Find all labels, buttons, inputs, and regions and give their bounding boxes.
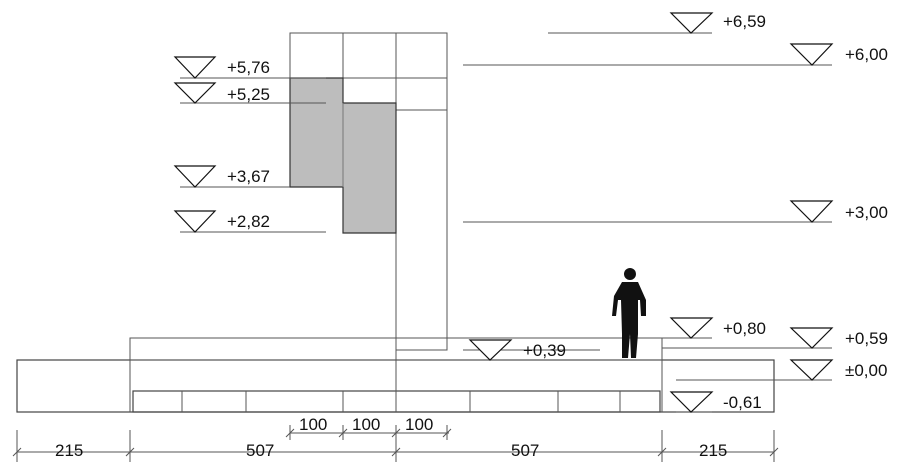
level-marker-000: ±0,00 bbox=[789, 359, 887, 381]
dimension-label: 507 bbox=[511, 441, 539, 460]
level-triangle-icon bbox=[173, 210, 217, 233]
level-triangle-icon bbox=[789, 200, 834, 223]
level-triangle-icon bbox=[789, 359, 834, 381]
dimension-label: 100 bbox=[405, 415, 433, 434]
level-label: +0,59 bbox=[845, 329, 888, 348]
level-label: -0,61 bbox=[723, 393, 762, 412]
level-label: +3,00 bbox=[845, 203, 888, 222]
level-marker-525: +5,25 bbox=[173, 82, 270, 104]
level-label: +0,80 bbox=[723, 319, 766, 338]
level-marker-576: +5,76 bbox=[173, 56, 270, 79]
level-label: +5,25 bbox=[227, 85, 270, 104]
dimension-label: 100 bbox=[299, 415, 327, 434]
middle-dimension-line bbox=[285, 425, 452, 440]
dimension-label: 215 bbox=[699, 441, 727, 460]
level-label: +3,67 bbox=[227, 167, 270, 186]
level-label: +5,76 bbox=[227, 58, 270, 77]
dimension-label: 215 bbox=[55, 441, 83, 460]
level-triangle-icon bbox=[468, 339, 513, 361]
level-triangle-icon bbox=[173, 165, 217, 188]
level-triangle-icon bbox=[669, 12, 714, 34]
level-label: +6,00 bbox=[845, 45, 888, 64]
level-marker-300: +3,00 bbox=[789, 200, 888, 223]
level-triangle-icon bbox=[173, 56, 217, 79]
level-marker-080: +0,80 bbox=[669, 317, 766, 339]
level-triangle-icon bbox=[669, 317, 714, 339]
level-label: ±0,00 bbox=[845, 361, 887, 380]
level-marker-659: +6,59 bbox=[669, 12, 766, 34]
level-marker-282: +2,82 bbox=[173, 210, 270, 233]
level-label: +2,82 bbox=[227, 212, 270, 231]
dimension-label: 507 bbox=[246, 441, 274, 460]
level-triangle-icon bbox=[789, 43, 834, 66]
level-lines bbox=[180, 32, 832, 413]
level-marker-039: +0,39 bbox=[468, 339, 566, 361]
level-marker-600: +6,00 bbox=[789, 43, 888, 66]
level-marker-m061: -0,61 bbox=[669, 391, 762, 413]
level-label: +0,39 bbox=[523, 341, 566, 360]
level-triangle-icon bbox=[789, 327, 834, 349]
level-marker-367: +3,67 bbox=[173, 165, 270, 188]
level-triangle-icon bbox=[173, 82, 217, 104]
person-silhouette-icon bbox=[612, 268, 646, 358]
dimension-label: 100 bbox=[352, 415, 380, 434]
level-marker-059: +0,59 bbox=[789, 327, 888, 349]
level-label: +6,59 bbox=[723, 12, 766, 31]
level-triangle-icon bbox=[669, 391, 714, 413]
